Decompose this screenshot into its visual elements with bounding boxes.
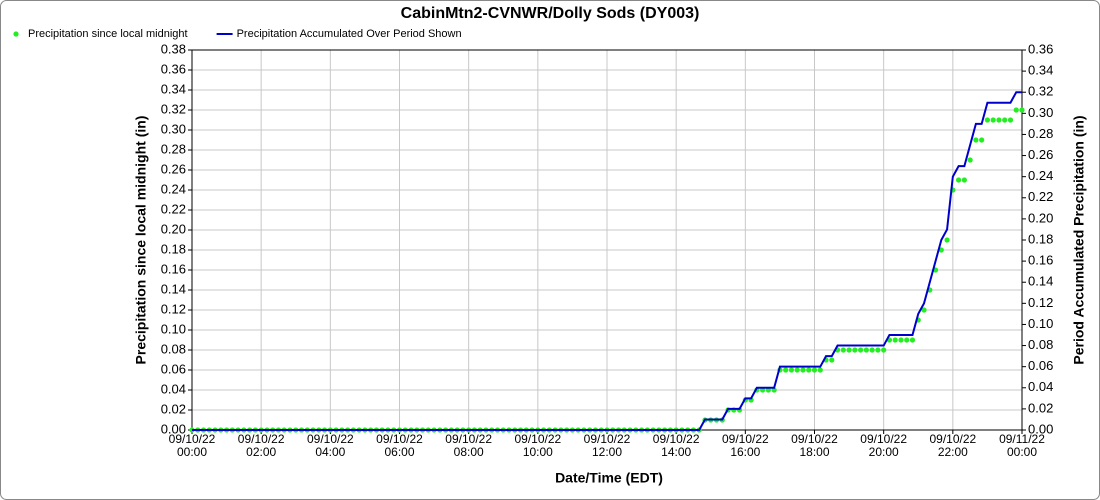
data-point [852, 347, 858, 353]
y2-tick-label: 0.24 [1028, 168, 1053, 183]
y-tick-label: 0.30 [161, 121, 186, 136]
data-point [944, 237, 950, 243]
y-tick-label: 0.24 [161, 181, 186, 196]
data-point [840, 347, 846, 353]
x-tick-label: 09/10/22 14:00 [652, 432, 700, 459]
y-tick-label: 0.32 [161, 101, 186, 116]
data-point [967, 157, 973, 163]
y2-tick-label: 0.00 [1028, 421, 1053, 436]
data-point [938, 247, 944, 253]
data-point [904, 337, 910, 343]
y-tick-label: 0.34 [161, 81, 186, 96]
data-line [192, 91, 1022, 431]
data-point [788, 367, 795, 373]
y-tick-label: 0.04 [161, 381, 186, 396]
x-tick-label: 09/10/22 12:00 [583, 432, 631, 459]
data-point [973, 137, 979, 143]
x-tick-label: 09/10/22 10:00 [514, 432, 562, 459]
data-point [898, 337, 904, 343]
data-point [875, 347, 881, 353]
y-tick-label: 0.38 [161, 41, 186, 56]
data-point [881, 347, 887, 353]
x-tick-label: 09/10/22 16:00 [721, 432, 769, 459]
x-axis-label: Date/Time (EDT) [555, 470, 663, 486]
y2-tick-label: 0.22 [1028, 189, 1053, 204]
data-point [817, 367, 823, 373]
y2-tick-label: 0.08 [1028, 337, 1053, 352]
y2-tick-label: 0.30 [1028, 105, 1053, 120]
y2-tick-label: 0.16 [1028, 253, 1053, 268]
x-tick-label: 09/11/22 00:00 [999, 432, 1045, 459]
y-tick-label: 0.00 [161, 421, 186, 436]
y2-tick-label: 0.12 [1028, 295, 1053, 310]
data-point [811, 367, 818, 373]
data-point [979, 137, 985, 143]
data-point [800, 367, 806, 373]
y-tick-label: 0.14 [161, 281, 186, 296]
x-tick-label: 09/10/22 08:00 [445, 432, 493, 459]
x-tick-label: 09/10/22 04:00 [306, 432, 354, 459]
data-point [961, 177, 967, 183]
data-point [909, 337, 916, 343]
y2-tick-label: 0.20 [1028, 210, 1053, 225]
data-point [990, 117, 996, 123]
legend-marker [13, 31, 19, 37]
data-point [829, 357, 835, 363]
y2-axis-label: Period Accumulated Precipitation (in) [1071, 115, 1087, 364]
y-axis-label: Precipitation since local midnight (in) [133, 116, 149, 365]
data-point [955, 177, 962, 183]
x-tick-label: 09/10/22 18:00 [791, 432, 838, 459]
y-tick-label: 0.18 [161, 241, 186, 256]
data-point [806, 367, 812, 373]
y2-tick-label: 0.14 [1028, 274, 1053, 289]
y2-tick-label: 0.02 [1028, 400, 1053, 415]
data-point [1002, 117, 1008, 123]
y-tick-label: 0.36 [161, 61, 186, 76]
y2-tick-label: 0.36 [1028, 41, 1053, 56]
y-tick-label: 0.10 [161, 321, 186, 336]
data-point [996, 117, 1002, 123]
y2-tick-label: 0.06 [1028, 358, 1053, 373]
chart-title: CabinMtn2-CVNWR/Dolly Sods (DY003) [401, 5, 700, 22]
y-tick-label: 0.12 [161, 301, 186, 316]
data-point [1019, 107, 1025, 113]
data-point [892, 337, 898, 343]
y-tick-label: 0.22 [161, 201, 186, 216]
x-tick-label: 09/10/22 20:00 [860, 432, 908, 459]
y2-tick-label: 0.26 [1028, 147, 1053, 162]
data-point [921, 307, 927, 313]
y-tick-label: 0.20 [161, 221, 186, 236]
y2-tick-label: 0.34 [1028, 63, 1053, 78]
data-point [783, 367, 789, 373]
data-point [846, 347, 852, 353]
data-point [869, 347, 875, 353]
y-tick-label: 0.26 [161, 161, 186, 176]
data-point [858, 347, 864, 353]
y-tick-label: 0.28 [161, 141, 186, 156]
y-tick-label: 0.08 [161, 341, 186, 356]
data-point [794, 367, 800, 373]
x-tick-label: 09/10/22 00:00 [168, 432, 216, 459]
y-tick-label: 0.16 [161, 261, 186, 276]
x-tick-label: 09/10/22 02:00 [237, 432, 285, 459]
legend-label: Precipitation Accumulated Over Period Sh… [237, 28, 462, 40]
data-point [863, 347, 869, 353]
y2-tick-label: 0.04 [1028, 379, 1053, 394]
y2-tick-label: 0.32 [1028, 84, 1053, 99]
x-tick-label: 09/10/22 06:00 [376, 432, 423, 459]
y2-tick-label: 0.28 [1028, 126, 1053, 141]
y2-tick-label: 0.10 [1028, 316, 1053, 331]
x-tick-label: 09/10/22 22:00 [929, 432, 977, 459]
y-tick-label: 0.02 [161, 401, 186, 416]
data-point [1007, 117, 1014, 123]
data-point [984, 117, 991, 123]
data-point [1013, 107, 1019, 113]
y2-tick-label: 0.18 [1028, 231, 1053, 246]
legend-label: Precipitation since local midnight [28, 28, 188, 40]
y-tick-label: 0.06 [161, 361, 186, 376]
